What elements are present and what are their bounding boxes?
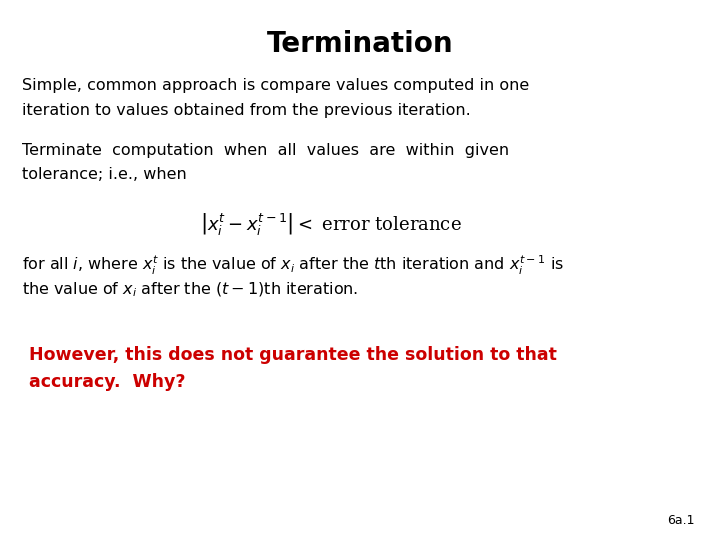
Text: 6a.1: 6a.1 [667, 514, 695, 526]
Text: Termination: Termination [266, 30, 454, 58]
Text: for all $i$, where $x_i^t$ is the value of $x_i$ after the $t$th iteration and $: for all $i$, where $x_i^t$ is the value … [22, 254, 564, 277]
Text: tolerance; i.e., when: tolerance; i.e., when [22, 167, 186, 183]
Text: Simple, common approach is compare values computed in one: Simple, common approach is compare value… [22, 78, 529, 93]
Text: Terminate  computation  when  all  values  are  within  given: Terminate computation when all values ar… [22, 143, 509, 158]
Text: $\left|x_i^t - x_i^{t-1}\right| < $ error tolerance: $\left|x_i^t - x_i^{t-1}\right| < $ erro… [200, 211, 462, 237]
Text: accuracy.  Why?: accuracy. Why? [29, 373, 185, 390]
Text: iteration to values obtained from the previous iteration.: iteration to values obtained from the pr… [22, 103, 470, 118]
Text: However, this does not guarantee the solution to that: However, this does not guarantee the sol… [29, 346, 557, 363]
Text: the value of $x_i$ after the $(t - 1)$th iteration.: the value of $x_i$ after the $(t - 1)$th… [22, 281, 358, 299]
